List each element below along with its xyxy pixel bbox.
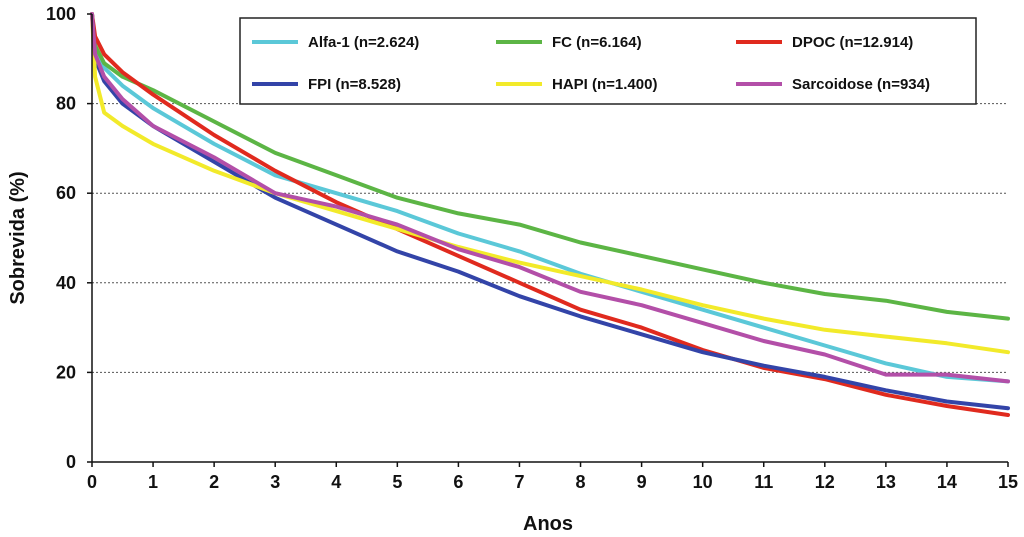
legend-label-5: Sarcoidose (n=934) [792, 76, 930, 93]
x-tick-label-5: 5 [392, 472, 402, 492]
legend: Alfa-1 (n=2.624) FC (n=6.164) DPOC (n=12.9… [239, 17, 977, 105]
series-line-0 [90, 12, 1010, 384]
x-tick-label-6: 6 [453, 472, 463, 492]
legend-label-1: FC (n=6.164) [552, 34, 642, 51]
series-line-2 [90, 12, 1010, 417]
legend-box [239, 17, 977, 105]
legend-label-2: DPOC (n=12.914) [792, 34, 913, 51]
x-tick-label-0: 0 [87, 472, 97, 492]
series-line-1 [90, 12, 1010, 321]
x-tick-label-2: 2 [209, 472, 219, 492]
y-axis-title: Sobrevida (%) [7, 171, 29, 304]
x-tick-label-13: 13 [876, 472, 896, 492]
axes [91, 14, 1008, 463]
x-tick-label-14: 14 [937, 472, 957, 492]
x-axis-title: Anos [523, 513, 573, 535]
x-tick-label-8: 8 [576, 472, 586, 492]
x-tick-label-10: 10 [693, 472, 713, 492]
series-line-4 [90, 12, 1010, 355]
y-tick-label-3: 60 [56, 183, 76, 203]
series-line-3 [90, 12, 1010, 411]
x-tick-label-4: 4 [331, 472, 341, 492]
x-tick-label-7: 7 [514, 472, 524, 492]
y-tick-label-1: 20 [56, 362, 76, 382]
y-tick-label-5: 100 [46, 4, 76, 24]
y-tick-label-0: 0 [66, 452, 76, 472]
x-tick-label-9: 9 [637, 472, 647, 492]
legend-label-3: FPI (n=8.528) [308, 76, 401, 93]
legend-label-0: Alfa-1 (n=2.624) [308, 34, 419, 51]
series-lines [90, 12, 1010, 417]
x-tick-label-11: 11 [754, 472, 773, 492]
legend-label-4: HAPI (n=1.400) [552, 76, 657, 93]
y-tick-label-4: 80 [56, 94, 76, 114]
series-line-5 [90, 12, 1010, 384]
x-tick-label-3: 3 [270, 472, 280, 492]
x-tick-label-15: 15 [998, 472, 1018, 492]
legend-items: Alfa-1 (n=2.624) FC (n=6.164) DPOC (n=12.9… [252, 34, 930, 93]
x-tick-label-12: 12 [815, 472, 835, 492]
y-tick-label-2: 40 [56, 273, 76, 293]
x-tick-label-1: 1 [148, 472, 158, 492]
